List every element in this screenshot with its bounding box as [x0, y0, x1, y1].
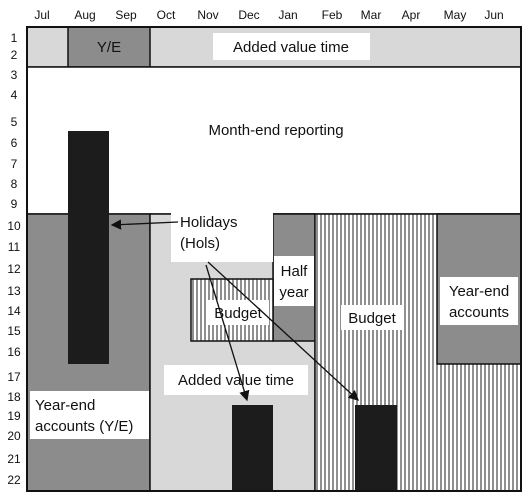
month-label: Apr — [402, 8, 421, 22]
month-header: Jul Aug Sep Oct Nov Dec Jan Feb Mar Apr … — [34, 8, 503, 22]
month-label: May — [444, 8, 467, 22]
month-label: Oct — [157, 8, 176, 22]
year-end-left-label: Year-end — [35, 397, 95, 414]
year-end-top-block — [67, 26, 151, 68]
holidays-bg — [171, 212, 273, 262]
row-label: 13 — [7, 284, 21, 298]
row-label: 11 — [8, 240, 21, 254]
row-label: 6 — [11, 136, 18, 150]
month-label: Mar — [361, 8, 382, 22]
row-label: 12 — [7, 262, 21, 276]
row-label: 16 — [7, 345, 21, 359]
row-label: 5 — [11, 115, 18, 129]
row-label: 17 — [7, 370, 21, 384]
year-end-right-label: Year-end — [449, 283, 509, 300]
holidays-bar-aug — [68, 131, 109, 364]
budget-large-bg — [341, 305, 403, 330]
holidays-label: Holidays — [180, 214, 238, 231]
added-value-mid-bg — [164, 365, 308, 395]
budget-large-label: Budget — [348, 310, 396, 327]
year-end-right-label-sub: accounts — [449, 304, 509, 321]
row-label: 4 — [11, 88, 18, 102]
row-label: 20 — [7, 429, 21, 443]
half-year-label: Half — [281, 263, 309, 280]
holiday-arrows — [110, 219, 359, 402]
added-value-top-bg — [213, 33, 370, 60]
row-label: 2 — [11, 48, 18, 62]
holidays-bar-dec — [232, 405, 273, 491]
year-end-right-bg — [440, 277, 518, 325]
month-label: Sep — [115, 8, 137, 22]
diagram-frame — [26, 26, 522, 492]
month-label: Nov — [197, 8, 218, 22]
month-end-reporting-band — [26, 66, 522, 215]
row-label: 18 — [7, 390, 21, 404]
row-label: 9 — [11, 197, 18, 211]
added-value-top-label: Added value time — [233, 39, 349, 56]
row-label: 15 — [7, 324, 21, 338]
arrow-to-mar — [207, 261, 359, 401]
budget-small-label: Budget — [214, 305, 262, 322]
half-year-label-sub: year — [279, 284, 308, 301]
month-label: Jan — [278, 8, 297, 22]
row-label: 19 — [7, 409, 21, 423]
month-label: Jul — [34, 8, 49, 22]
row-label: 7 — [11, 157, 18, 171]
year-end-top-label: Y/E — [97, 39, 121, 56]
year-end-left-bg — [30, 391, 149, 439]
row-label: 21 — [7, 452, 21, 466]
month-end-reporting-label: Month-end reporting — [208, 122, 343, 139]
row-label: 1 — [11, 31, 18, 45]
row-label: 10 — [7, 219, 21, 233]
label-backgrounds — [30, 33, 518, 439]
holidays-bar-mar — [355, 405, 397, 491]
row-axis: 1 2 3 4 5 6 7 8 9 10 11 12 13 14 15 16 1… — [7, 31, 21, 487]
row-label: 3 — [11, 68, 18, 82]
arrow-to-aug — [110, 219, 179, 230]
added-value-mid-label: Added value time — [178, 372, 294, 389]
year-end-left-label-sub: accounts (Y/E) — [35, 418, 133, 435]
month-label: Dec — [238, 8, 259, 22]
half-year-bg — [274, 256, 314, 306]
labels: Y/E Added value time Month-end reporting… — [35, 39, 509, 435]
holidays-label-sub: (Hols) — [180, 235, 220, 252]
row-label: 14 — [7, 304, 21, 318]
month-label: Jun — [484, 8, 503, 22]
row-label: 8 — [11, 177, 18, 191]
row-label: 22 — [7, 473, 21, 487]
arrow-to-dec — [205, 264, 250, 402]
month-label: Feb — [322, 8, 343, 22]
month-label: Aug — [74, 8, 95, 22]
